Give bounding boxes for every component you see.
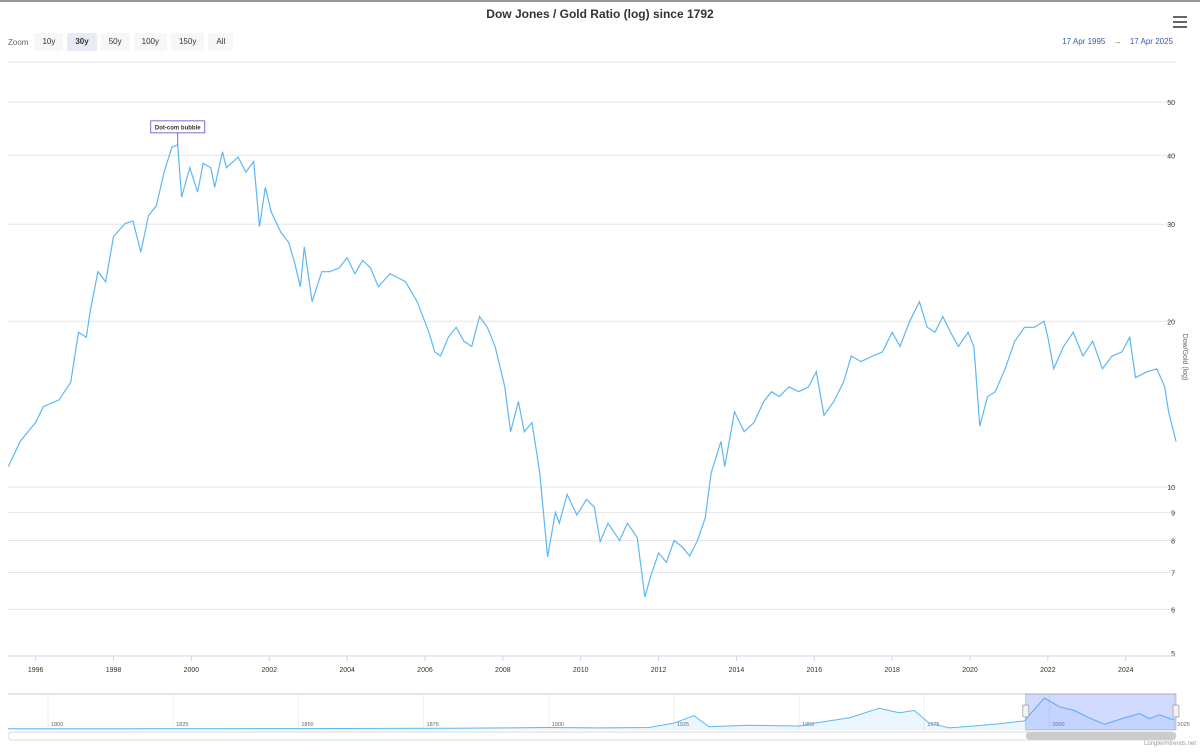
series-line: [7, 144, 1177, 598]
scrollbar-track[interactable]: [7, 731, 1177, 741]
navigator-area: [8, 697, 1175, 730]
navigator-tick-label: 1950: [802, 722, 814, 728]
navigator-tick-label: 1900: [552, 722, 564, 728]
navigator-tick-label: 1800: [51, 722, 63, 728]
zoom-selector: Zoom 10y 30y 50y 100y 150y All: [8, 33, 237, 51]
x-tick-label: 2022: [1040, 667, 1056, 674]
x-tick-label: 2000: [184, 667, 200, 674]
y-tick-label: 7: [1171, 570, 1175, 577]
scrollbar-thumb[interactable]: [1025, 732, 1176, 740]
x-tick-label: 2012: [651, 667, 667, 674]
x-tick-label: 2016: [807, 667, 823, 674]
y-tick-label: 8: [1171, 539, 1175, 546]
y-tick-label: 40: [1167, 153, 1175, 160]
navigator-selection[interactable]: [1025, 693, 1177, 731]
y-axis-title: Dow/Gold (log): [1181, 334, 1188, 381]
y-tick-label: 10: [1167, 485, 1175, 492]
navigator-tick-label: 1850: [301, 722, 313, 728]
zoom-label: Zoom: [8, 37, 29, 47]
zoom-10y-button[interactable]: 10y: [34, 33, 64, 51]
zoom-100y-button[interactable]: 100y: [133, 33, 167, 51]
x-tick-label: 2014: [729, 667, 745, 674]
chart-title: Dow Jones / Gold Ratio (log) since 1792: [486, 7, 714, 21]
x-tick-label: 2004: [339, 667, 355, 674]
navigator-tick-label: 2025: [1178, 722, 1190, 728]
zoom-all-button[interactable]: All: [208, 33, 234, 51]
hamburger-menu-icon[interactable]: [1173, 16, 1187, 28]
x-tick-label: 2020: [962, 667, 978, 674]
x-tick-label: 1996: [28, 667, 44, 674]
x-tick-label: 2024: [1118, 667, 1134, 674]
annotation-label: Dot-com bubble: [155, 125, 201, 131]
zoom-150y-button[interactable]: 150y: [170, 33, 205, 51]
x-tick-label: 2008: [495, 667, 511, 674]
zoom-50y-button[interactable]: 50y: [100, 33, 130, 51]
navigator-tick-label: 1925: [677, 722, 689, 728]
date-range: 17 Apr 1995 → 17 Apr 2025: [1056, 37, 1173, 46]
y-tick-label: 20: [1167, 319, 1175, 326]
x-tick-label: 1998: [106, 667, 122, 674]
range-arrow: →: [1113, 37, 1122, 46]
navigator-tick-label: 2000: [1052, 722, 1064, 728]
credit-link[interactable]: Longtermtrends.net: [1143, 741, 1196, 747]
x-tick-label: 2006: [417, 667, 433, 674]
zoom-30y-button[interactable]: 30y: [67, 33, 97, 51]
navigator-line: [7, 697, 1175, 730]
navigator-handle-left[interactable]: [1022, 704, 1030, 718]
annotation-box: [150, 120, 206, 134]
y-tick-label: 9: [1171, 510, 1175, 517]
x-tick-label: 2002: [261, 667, 277, 674]
range-from-input[interactable]: 17 Apr 1995: [1062, 37, 1106, 46]
x-tick-label: 2010: [573, 667, 589, 674]
x-tick-label: 2018: [884, 667, 900, 674]
navigator-tick-label: 1875: [427, 722, 439, 728]
navigator-handle-right[interactable]: [1172, 704, 1180, 718]
range-to-input[interactable]: 17 Apr 2025: [1129, 37, 1173, 46]
y-tick-label: 50: [1167, 100, 1175, 107]
y-tick-label: 6: [1171, 607, 1175, 614]
y-tick-label: 5: [1171, 651, 1175, 658]
y-tick-label: 30: [1167, 222, 1175, 229]
navigator-tick-label: 1975: [927, 722, 939, 728]
navigator-tick-label: 1825: [176, 722, 188, 728]
